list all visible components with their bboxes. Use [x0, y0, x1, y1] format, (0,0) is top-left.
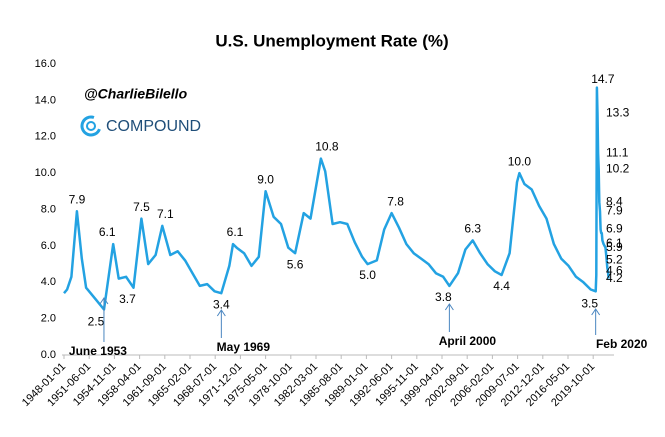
data-label: 4.6: [606, 264, 623, 278]
data-label: 14.7: [591, 72, 615, 86]
y-tick-label: 2.0: [41, 313, 56, 325]
y-tick-label: 4.0: [41, 276, 56, 288]
data-label: 4.2: [606, 271, 623, 285]
y-tick-label: 10.0: [35, 167, 56, 179]
data-label: 10.0: [508, 154, 532, 168]
data-label: 5.2: [606, 253, 623, 267]
data-label: 13.3: [606, 105, 630, 119]
data-label: 6.1: [99, 225, 116, 239]
y-tick-label: 12.0: [35, 131, 56, 143]
data-label: 5.6: [287, 257, 304, 271]
data-label: 10.2: [606, 162, 630, 176]
annotation: April 2000: [439, 334, 497, 348]
data-label: 6.1: [606, 236, 623, 250]
data-label: 11.1: [606, 145, 629, 159]
data-label: 7.9: [606, 203, 623, 217]
data-label: 6.3: [464, 222, 481, 236]
data-label: 10.8: [315, 140, 339, 154]
y-tick-label: 6.0: [41, 240, 56, 252]
brand-logo: [80, 115, 102, 137]
data-label: 5.0: [359, 268, 376, 282]
annotation: June 1953: [69, 344, 127, 358]
data-label: 7.1: [157, 207, 174, 221]
arrow-head: [99, 297, 109, 305]
annotation: May 1969: [217, 340, 271, 354]
data-label: 7.8: [387, 194, 404, 208]
data-label: 6.1: [227, 225, 244, 239]
data-label: 5.9: [606, 240, 623, 254]
data-label: 7.9: [69, 192, 86, 206]
arrow-head: [216, 309, 226, 317]
y-tick-label: 14.0: [35, 94, 56, 106]
data-label: 3.5: [581, 297, 598, 311]
annotation: Feb 2020: [596, 337, 648, 351]
data-label: 8.4: [606, 194, 623, 208]
data-label: 7.5: [133, 200, 150, 214]
data-label: 3.4: [213, 297, 230, 311]
y-tick-label: 8.0: [41, 203, 56, 215]
y-tick-label: 16.0: [35, 58, 56, 70]
data-label: 3.7: [119, 292, 136, 306]
arrow-head: [444, 303, 454, 311]
chart-title: U.S. Unemployment Rate (%): [215, 31, 448, 50]
data-label: 3.8: [435, 290, 452, 304]
arrow-head: [591, 308, 601, 316]
data-label: 4.4: [493, 279, 510, 293]
brand: COMPOUND: [106, 118, 201, 135]
handle: @CharlieBilello: [84, 86, 188, 102]
series-line: [63, 86, 610, 311]
data-label: 6.9: [606, 222, 623, 236]
data-label: 2.5: [88, 315, 105, 329]
y-tick-label: 0.0: [41, 349, 56, 361]
data-label: 9.0: [257, 172, 274, 186]
